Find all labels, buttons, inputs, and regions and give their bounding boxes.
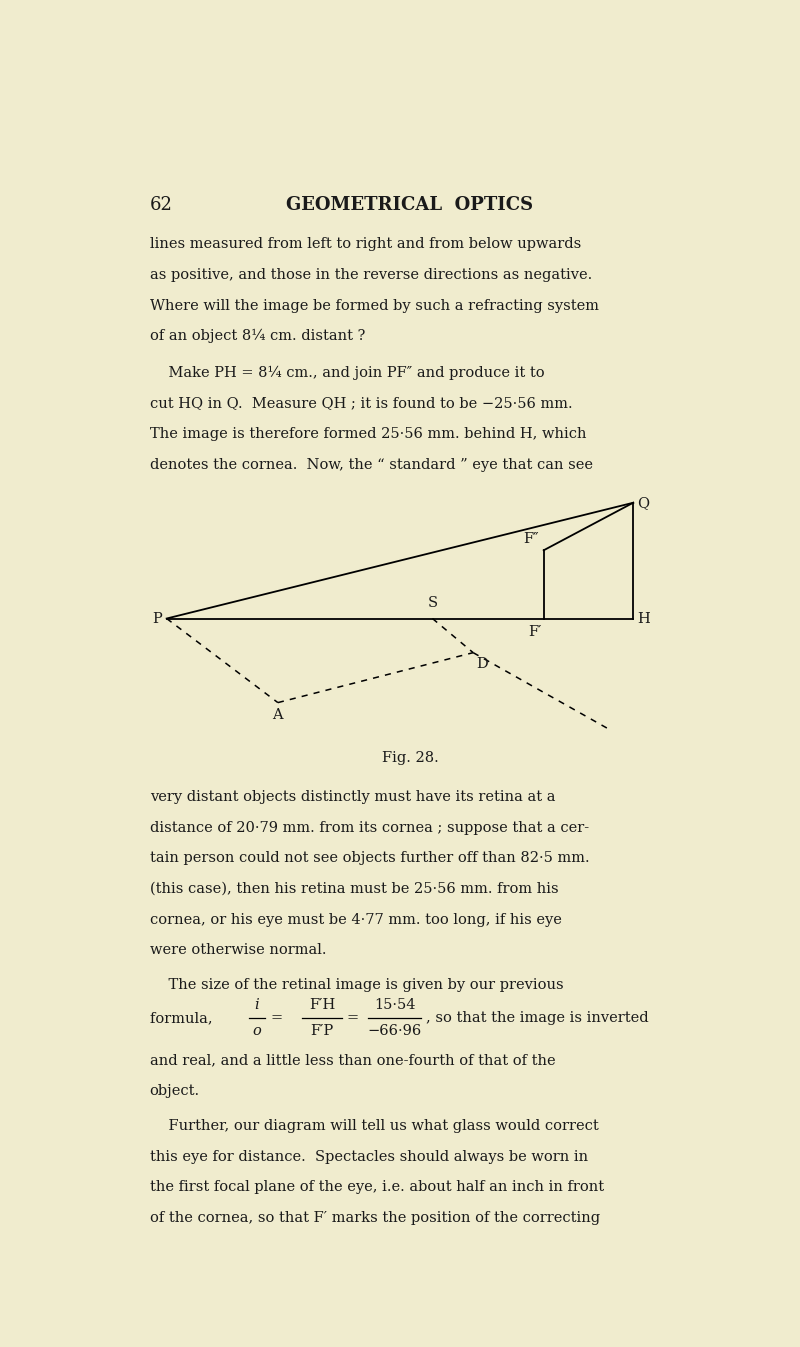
Text: D: D — [476, 657, 488, 671]
Text: of the cornea, so that F′ marks the position of the correcting: of the cornea, so that F′ marks the posi… — [150, 1211, 600, 1224]
Text: Fig. 28.: Fig. 28. — [382, 750, 438, 765]
Text: of an object 8¼ cm. distant ?: of an object 8¼ cm. distant ? — [150, 329, 365, 343]
Text: distance of 20·79 mm. from its cornea ; suppose that a cer-: distance of 20·79 mm. from its cornea ; … — [150, 820, 589, 835]
Text: The image is therefore formed 25·56 mm. behind H, which: The image is therefore formed 25·56 mm. … — [150, 427, 586, 442]
Text: were otherwise normal.: were otherwise normal. — [150, 943, 326, 958]
Text: Further, our diagram will tell us what glass would correct: Further, our diagram will tell us what g… — [150, 1119, 598, 1133]
Text: P: P — [152, 612, 162, 625]
Text: very distant objects distinctly must have its retina at a: very distant objects distinctly must hav… — [150, 791, 555, 804]
Text: F′H: F′H — [309, 998, 335, 1012]
Text: formula,: formula, — [150, 1010, 217, 1025]
Text: denotes the cornea.  Now, the “ standard ” eye that can see: denotes the cornea. Now, the “ standard … — [150, 458, 593, 471]
Text: tain person could not see objects further off than 82·5 mm.: tain person could not see objects furthe… — [150, 851, 590, 865]
Text: o: o — [253, 1024, 262, 1037]
Text: =: = — [346, 1010, 359, 1025]
Text: Make PH = 8¼ cm., and join PF″ and produce it to: Make PH = 8¼ cm., and join PF″ and produ… — [150, 366, 544, 380]
Text: −66·96: −66·96 — [367, 1024, 422, 1037]
Text: as positive, and those in the reverse directions as negative.: as positive, and those in the reverse di… — [150, 268, 592, 282]
Text: F′P: F′P — [310, 1024, 334, 1037]
Text: Q: Q — [638, 496, 650, 509]
Text: i: i — [254, 998, 259, 1012]
Text: , so that the image is inverted: , so that the image is inverted — [426, 1010, 648, 1025]
Text: GEOMETRICAL  OPTICS: GEOMETRICAL OPTICS — [286, 195, 534, 214]
Text: S: S — [427, 597, 438, 610]
Text: A: A — [273, 709, 283, 722]
Text: the first focal plane of the eye, i.e. about half an inch in front: the first focal plane of the eye, i.e. a… — [150, 1180, 604, 1195]
Text: and real, and a little less than one-fourth of that of the: and real, and a little less than one-fou… — [150, 1053, 555, 1067]
Text: Where will the image be formed by such a refracting system: Where will the image be formed by such a… — [150, 299, 598, 313]
Text: lines measured from left to right and from below upwards: lines measured from left to right and fr… — [150, 237, 581, 252]
Text: cornea, or his eye must be 4·77 mm. too long, if his eye: cornea, or his eye must be 4·77 mm. too … — [150, 912, 562, 927]
Text: (this case), then his retina must be 25·56 mm. from his: (this case), then his retina must be 25·… — [150, 882, 558, 896]
Text: object.: object. — [150, 1083, 200, 1098]
Text: 15·54: 15·54 — [374, 998, 415, 1012]
Text: H: H — [638, 612, 650, 625]
Text: this eye for distance.  Spectacles should always be worn in: this eye for distance. Spectacles should… — [150, 1150, 588, 1164]
Text: F″: F″ — [523, 532, 539, 547]
Text: F′: F′ — [528, 625, 542, 640]
Text: =: = — [270, 1010, 282, 1025]
Text: 62: 62 — [150, 195, 173, 214]
Text: cut HQ in Q.  Measure QH ; it is found to be −25·56 mm.: cut HQ in Q. Measure QH ; it is found to… — [150, 396, 572, 411]
Text: The size of the retinal image is given by our previous: The size of the retinal image is given b… — [150, 978, 563, 991]
